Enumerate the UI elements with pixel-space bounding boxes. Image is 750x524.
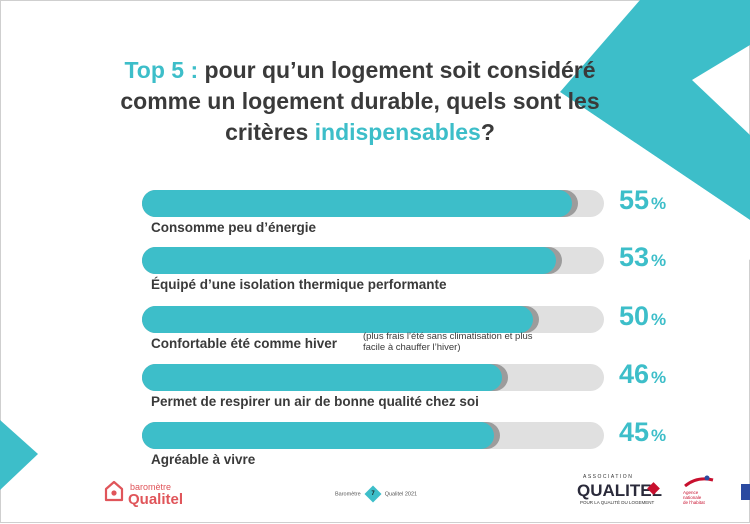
anah-line-2: nationale (683, 495, 702, 500)
page-number: 7 (371, 491, 375, 497)
data-label: 55% (619, 185, 666, 216)
anah-text: Agence nationale de l’habitat (683, 490, 705, 505)
title-highlight: indispensables (314, 119, 481, 145)
footer-page-info: Baromètre 7 Qualitel 2021 (335, 485, 418, 503)
data-label-value: 46 (619, 359, 650, 389)
bar (142, 247, 556, 274)
assoc-name: QUALITEL (577, 481, 662, 500)
page-number-badge: 7 (364, 485, 382, 503)
footer-publication: Baromètre (335, 491, 361, 498)
assoc-small-text: ASSOCIATION (583, 474, 634, 480)
category-label: Agréable à vivre (151, 452, 256, 467)
data-label-value: 45 (619, 417, 650, 447)
data-label-unit: % (651, 368, 667, 387)
anah-line-3: de l’habitat (683, 500, 705, 505)
bar-row: 55% Consomme peu d’énergie (142, 185, 682, 248)
title-question-mark: ? (480, 119, 495, 145)
data-label: 45% (619, 417, 666, 448)
category-label: Équipé d’une isolation thermique perform… (151, 277, 447, 292)
data-label: 46% (619, 359, 666, 390)
title-question: pour qu’un logement soit considéré comme… (120, 57, 600, 145)
data-label: 50% (619, 301, 666, 332)
category-note: (plus frais l’été sans climatisation et … (363, 331, 533, 353)
page-title: Top 5 : pour qu’un logement soit considé… (120, 55, 600, 148)
bar (142, 306, 533, 333)
bar-row: 45% Agréable à vivre (142, 417, 682, 480)
data-label-value: 50 (619, 301, 650, 331)
logo-qualitel-word: Qualitel (128, 491, 184, 508)
assoc-tagline: POUR LA QUALITÉ DU LOGEMENT (580, 500, 655, 505)
top-right-triangle-decoration (560, 0, 750, 260)
data-label: 53% (619, 242, 666, 273)
bottom-left-triangle-decoration (0, 420, 38, 490)
data-label-value: 53 (619, 242, 650, 272)
category-label: Permet de respirer un air de bonne quali… (151, 394, 479, 409)
data-label-unit: % (651, 310, 667, 329)
bar (142, 422, 494, 449)
anah-logo: Agence nationale de l’habitat (683, 474, 717, 505)
anah-line-1: Agence (683, 490, 699, 495)
category-label: Consomme peu d’énergie (151, 220, 317, 235)
title-lead: Top 5 : (124, 57, 199, 83)
logo-barometre-word: baromètre (130, 482, 172, 492)
data-label-unit: % (651, 194, 667, 213)
data-label-unit: % (651, 251, 667, 270)
category-label: Confortable été comme hiver (151, 336, 338, 351)
footer-edition: Qualitel 2021 (384, 491, 418, 498)
data-label-value: 55 (619, 185, 650, 215)
bar-row: 46% Permet de respirer un air de bonne qu… (142, 359, 682, 422)
bar (142, 364, 502, 391)
partner-logo-edge (741, 484, 750, 500)
bar-row: 50% Confortable été comme hiver (plus frai… (142, 301, 682, 364)
data-label-unit: % (651, 426, 667, 445)
house-icon (104, 480, 124, 502)
bar (142, 190, 572, 217)
anah-swoosh-icon (684, 475, 714, 488)
bar-row: 53% Équipé d’une isolation thermique perf… (142, 242, 682, 305)
